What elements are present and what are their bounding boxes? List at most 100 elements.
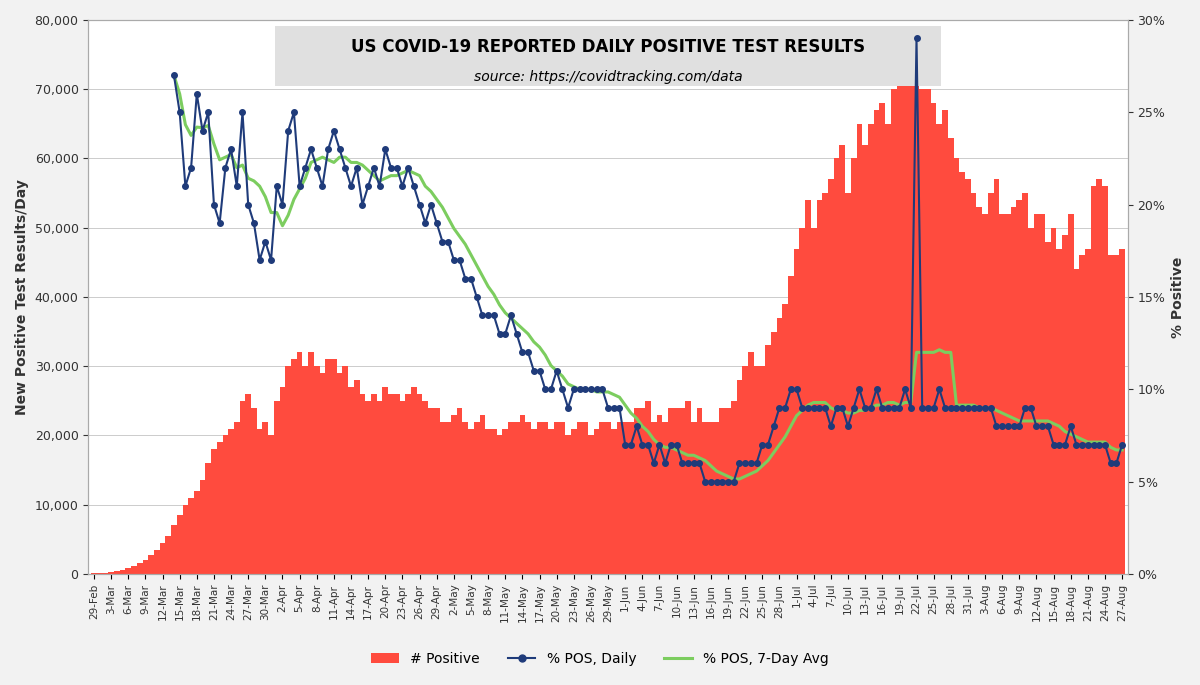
Bar [286, 366, 292, 574]
Bar [131, 566, 137, 574]
Bar [211, 449, 217, 574]
Bar [1010, 207, 1016, 574]
Bar [457, 408, 462, 574]
Bar [360, 394, 365, 574]
Bar [834, 158, 839, 574]
Bar [1120, 249, 1124, 574]
Bar [628, 421, 634, 574]
Y-axis label: % Positive: % Positive [1171, 256, 1186, 338]
Bar [274, 401, 280, 574]
Bar [503, 429, 508, 574]
Bar [617, 421, 623, 574]
Bar [679, 408, 685, 574]
Bar [1074, 269, 1079, 574]
Bar [708, 421, 714, 574]
Bar [702, 421, 708, 574]
Bar [269, 436, 274, 574]
Bar [1051, 227, 1056, 574]
Bar [514, 421, 520, 574]
Bar [948, 138, 954, 574]
Bar [1062, 235, 1068, 574]
Bar [377, 401, 383, 574]
Bar [982, 214, 988, 574]
Bar [102, 573, 108, 574]
Bar [1102, 186, 1108, 574]
Bar [1033, 214, 1039, 574]
Bar [1079, 256, 1085, 574]
Bar [559, 421, 565, 574]
Bar [406, 394, 412, 574]
Bar [822, 193, 828, 574]
Bar [656, 414, 662, 574]
Bar [925, 89, 931, 574]
Bar [280, 387, 286, 574]
Bar [536, 421, 542, 574]
Bar [1045, 242, 1051, 574]
Bar [97, 573, 102, 574]
% POS, 7-Day Avg [293, 185, 307, 193]
Bar [108, 572, 114, 574]
Bar [828, 179, 834, 574]
Bar [776, 318, 782, 574]
Bar [788, 276, 793, 574]
Bar [1108, 256, 1114, 574]
Bar [497, 436, 503, 574]
% POS, 7-Day Avg [653, 440, 667, 449]
Bar [577, 421, 582, 574]
Bar [394, 394, 400, 574]
Bar [623, 421, 628, 574]
% POS, 7-Day Avg [796, 406, 810, 414]
% POS, Daily [293, 182, 307, 190]
% POS, Daily [504, 311, 518, 319]
Bar [553, 421, 559, 574]
Bar [319, 373, 325, 574]
Bar [565, 436, 571, 574]
Bar [263, 421, 269, 574]
Legend: # Positive, % POS, Daily, % POS, 7-Day Avg: # Positive, % POS, Daily, % POS, 7-Day A… [366, 646, 834, 671]
Bar [508, 421, 514, 574]
Bar [126, 569, 131, 574]
Bar [400, 401, 406, 574]
Bar [868, 124, 874, 574]
Bar [149, 556, 154, 574]
Bar [880, 103, 886, 574]
Bar [994, 179, 1000, 574]
Bar [1039, 214, 1045, 574]
Bar [965, 179, 971, 574]
Bar [120, 570, 126, 574]
Bar [600, 421, 605, 574]
Line: % POS, Daily: % POS, Daily [172, 36, 1124, 484]
Bar [743, 366, 748, 574]
Bar [1085, 249, 1091, 574]
% POS, Daily [167, 71, 181, 79]
Bar [839, 145, 845, 574]
Bar [782, 304, 788, 574]
Bar [936, 124, 942, 574]
Bar [1068, 214, 1074, 574]
Bar [491, 429, 497, 574]
Bar [234, 421, 240, 574]
Bar [428, 408, 434, 574]
Bar [143, 560, 149, 574]
Bar [588, 436, 594, 574]
% POS, Daily [796, 403, 810, 412]
Bar [1056, 249, 1062, 574]
Bar [172, 525, 176, 574]
Bar [548, 429, 553, 574]
Bar [451, 414, 457, 574]
% POS, Daily [1115, 440, 1129, 449]
Bar [913, 68, 919, 574]
% POS, Daily [653, 440, 667, 449]
% POS, 7-Day Avg [167, 71, 181, 79]
Bar [314, 366, 319, 574]
Bar [793, 249, 799, 574]
Bar [863, 145, 868, 574]
Bar [1016, 200, 1022, 574]
Bar [646, 401, 650, 574]
Bar [480, 414, 485, 574]
Bar [605, 421, 611, 574]
Bar [166, 536, 172, 574]
Bar [530, 429, 536, 574]
Bar [292, 360, 296, 574]
Bar [365, 401, 371, 574]
